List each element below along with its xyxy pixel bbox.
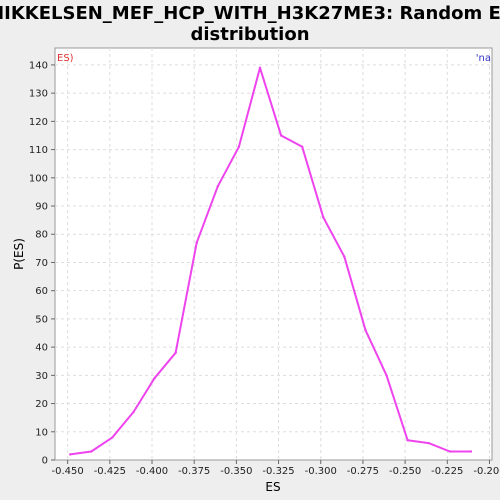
grid-lines [55, 48, 492, 460]
y-axis-label: P(ES) [12, 238, 26, 270]
series-line [69, 66, 472, 456]
y-tick-label: 60 [35, 286, 48, 297]
legend-entry-left: ES) [57, 53, 74, 64]
data-point [279, 134, 283, 137]
y-tick-label: 10 [35, 427, 48, 438]
data-point [237, 145, 241, 148]
y-tick-label: 110 [29, 145, 48, 156]
x-tick-label: -0.400 [136, 466, 168, 477]
data-point [132, 410, 135, 414]
x-tick-label: -0.225 [431, 466, 463, 477]
chart-title-line-1: MIKKELSEN_MEF_HCP_WITH_H3K27ME3: Random … [0, 3, 500, 24]
y-tick-label: 20 [35, 399, 48, 410]
x-tick-label: -0.425 [94, 466, 126, 477]
data-point [427, 441, 430, 445]
y-tick-label: 30 [35, 371, 48, 382]
x-tick-label: -0.325 [262, 466, 294, 477]
y-tick-label: 50 [35, 314, 48, 325]
y-tick-label: 90 [35, 202, 48, 213]
x-tick-label: -0.250 [389, 466, 421, 477]
data-point [69, 453, 72, 456]
y-tick-label: 100 [29, 173, 48, 184]
x-axis: -0.450 -0.425 -0.400 -0.375 -0.350 -0.325 -0.3… [52, 460, 500, 477]
y-tick-label: 120 [29, 117, 48, 128]
data-point [406, 439, 409, 442]
y-axis: 0 10 20 30 40 50 60 70 80 90 100 110 120 130 140 [29, 60, 55, 467]
y-tick-label: 80 [35, 230, 48, 241]
y-tick-label: 40 [35, 343, 48, 354]
data-point [385, 374, 388, 377]
y-tick-label: 130 [29, 89, 48, 100]
legend-entry-right: 'na [476, 53, 491, 64]
x-tick-label: -0.300 [305, 466, 337, 477]
data-point [448, 450, 451, 453]
data-point [174, 351, 177, 354]
data-point [258, 66, 262, 70]
x-tick-label: -0.375 [178, 466, 210, 477]
chart-title-line-2: distribution [190, 24, 309, 45]
x-tick-label: -0.450 [52, 466, 84, 477]
x-axis-label: ES [265, 480, 280, 494]
data-point [90, 450, 93, 453]
y-tick-label: 70 [35, 258, 48, 269]
data-point [301, 145, 304, 148]
data-point [364, 329, 367, 332]
x-tick-label: -0.275 [347, 466, 379, 477]
y-tick-label: 0 [42, 456, 48, 467]
data-point [111, 436, 114, 439]
data-point [216, 185, 219, 188]
data-point [343, 255, 346, 258]
data-point [322, 216, 325, 219]
x-tick-label: -0.350 [220, 466, 252, 477]
y-tick-label: 140 [29, 60, 48, 71]
data-point [153, 377, 156, 380]
data-point [469, 450, 473, 453]
data-point [195, 241, 198, 244]
series-layer [69, 66, 473, 456]
plot-area [54, 47, 493, 461]
x-tick-label: -0.200 [473, 466, 500, 477]
